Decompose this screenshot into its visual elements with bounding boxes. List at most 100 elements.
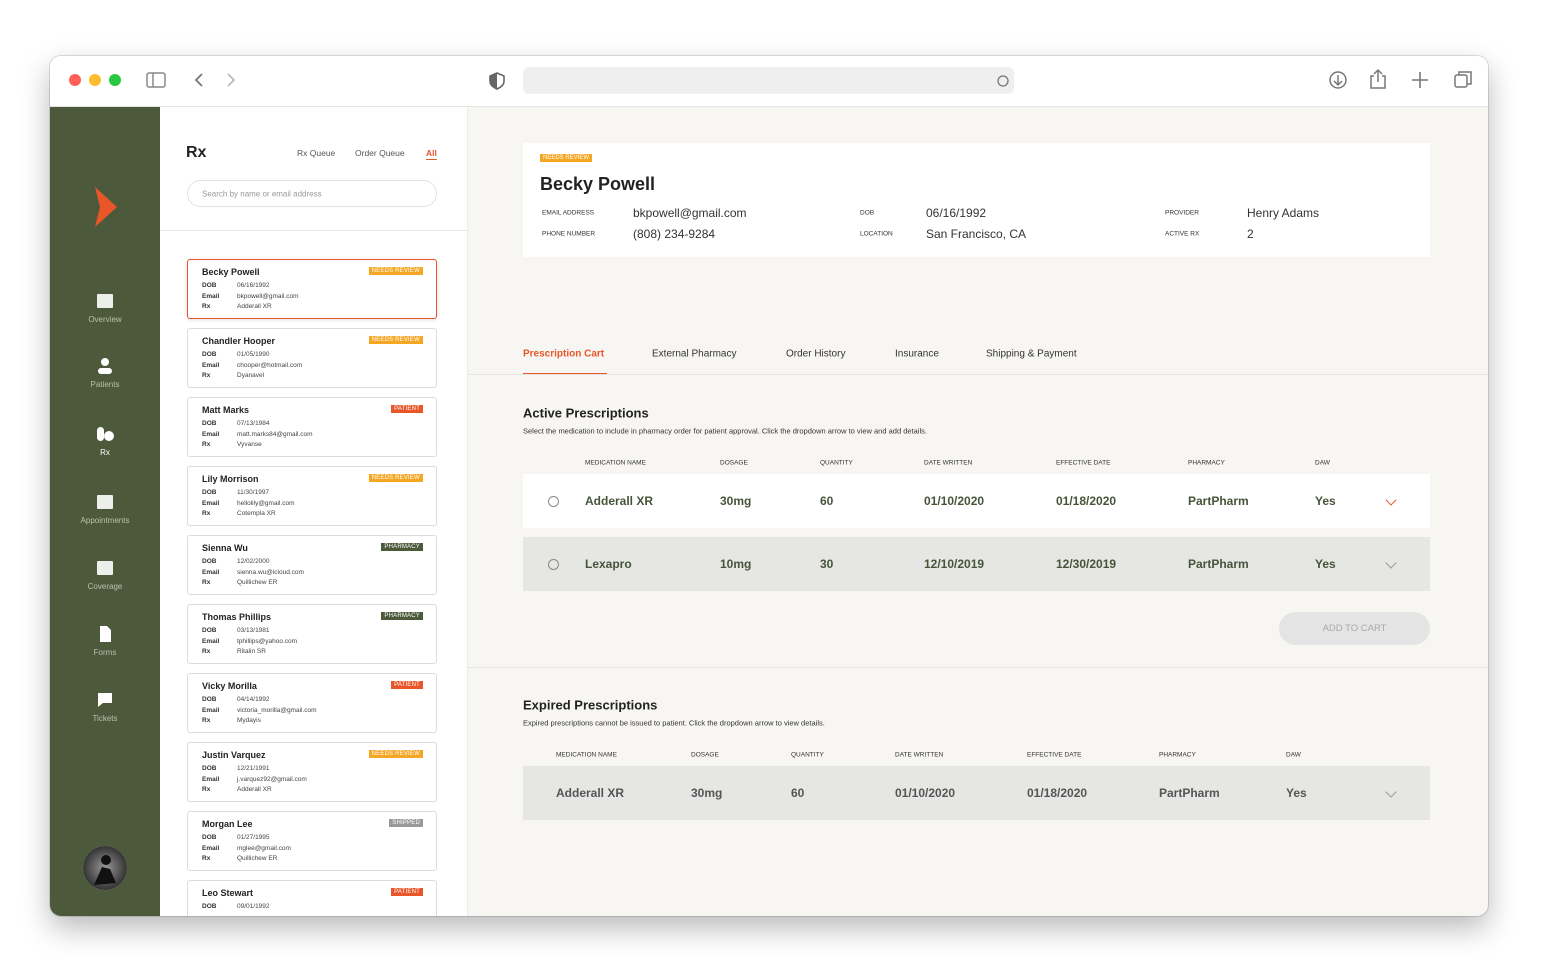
column-header: DAW <box>1286 751 1301 759</box>
nav-item[interactable]: Coverage <box>50 554 160 598</box>
status-badge: PATIENT <box>391 405 423 413</box>
field-label: Email <box>202 775 220 783</box>
field-label: LOCATION <box>860 230 893 238</box>
field-label: Email <box>202 499 220 507</box>
nav-label: Overview <box>88 315 122 324</box>
column-header: QUANTITY <box>820 459 853 467</box>
prescription-row[interactable]: Lexapro 10mg 30 12/10/2019 12/30/2019 PartPha… <box>523 537 1430 591</box>
field-label: Rx <box>202 786 211 793</box>
tab[interactable]: Insurance <box>895 348 939 360</box>
patient-name: Leo Stewart <box>202 888 254 898</box>
status-badge: PHARMACY <box>381 543 423 551</box>
nav-item[interactable]: Forms <box>50 620 160 664</box>
column-header: PHARMACY <box>1188 459 1225 467</box>
field-label: Rx <box>202 855 211 862</box>
field-label: DOB <box>202 903 217 910</box>
nav-label: Forms <box>93 648 117 657</box>
nav-item[interactable]: Rx <box>50 420 160 464</box>
field-label: Rx <box>202 303 211 310</box>
patient-card[interactable]: Matt Marks PATIENT DOB 07/13/1984 Email matt.… <box>187 397 437 457</box>
nav-item[interactable]: Overview <box>50 287 160 331</box>
field-value: Quillichew ER <box>237 855 278 862</box>
patient-card[interactable]: Becky Powell NEEDS REVIEW DOB 06/16/1992 Ema… <box>187 259 437 319</box>
field-label: PROVIDER <box>1165 209 1199 217</box>
field-value: mglee@gmail.com <box>237 844 291 852</box>
field-value: 11/30/1997 <box>237 489 270 496</box>
patient-card[interactable]: Lily Morrison NEEDS REVIEW DOB 11/30/1997 Em… <box>187 466 437 526</box>
field-value: bkpowell@gmail.com <box>237 292 299 300</box>
tab[interactable]: Order History <box>786 348 846 360</box>
nav-item[interactable]: Patients <box>50 352 160 396</box>
avatar[interactable] <box>82 845 128 891</box>
field-value: Dyanavel <box>237 372 265 379</box>
patient-card[interactable]: Thomas Phillips PHARMACY DOB 03/13/1981 Emai… <box>187 604 437 664</box>
tab[interactable]: Shipping & Payment <box>986 348 1077 360</box>
patient-card[interactable]: Chandler Hooper NEEDS REVIEW DOB 01/05/1990… <box>187 328 437 388</box>
main-panel: NEEDS REVIEW Becky Powell EMAIL ADDRESS bkp… <box>468 107 1488 916</box>
field-label: Rx <box>202 579 211 586</box>
field-label: Email <box>202 568 220 576</box>
radio[interactable] <box>548 496 559 507</box>
dropdown-arrow[interactable] <box>1385 494 1397 506</box>
patient-name: Becky Powell <box>540 174 656 194</box>
column-header: PHARMACY <box>1159 751 1196 759</box>
section-description: Select the medication to include in phar… <box>523 426 927 436</box>
tab[interactable]: Prescription Cart <box>523 348 605 360</box>
field-value: hellolily@gmail.com <box>237 499 295 507</box>
prescription-row[interactable]: Adderall XR 30mg 60 01/10/2020 01/18/2020 Par… <box>523 766 1430 820</box>
patient-card[interactable]: Leo Stewart PATIENT DOB 09/01/1992 <box>187 880 437 916</box>
field-label: DOB <box>202 765 217 772</box>
column-header: MEDICATION NAME <box>585 459 646 467</box>
nav-label: Rx <box>100 448 110 457</box>
nav-label: Coverage <box>87 582 123 591</box>
list-tab[interactable]: Order Queue <box>355 148 405 158</box>
add-to-cart-button[interactable]: ADD TO CART <box>1279 612 1430 645</box>
radio[interactable] <box>548 559 559 570</box>
status-badge: NEEDS REVIEW <box>368 267 423 275</box>
nav-icon <box>97 495 113 509</box>
status-badge: SHIPPED <box>389 819 423 827</box>
field-value: 07/13/1984 <box>237 420 270 427</box>
patient-name: Vicky Morilla <box>202 681 257 691</box>
patient-card[interactable]: Vicky Morilla PATIENT DOB 04/14/1992 Email vi… <box>187 673 437 733</box>
status-badge: NEEDS REVIEW <box>368 336 423 344</box>
field-value: 06/16/1992 <box>926 206 987 220</box>
patient-card[interactable]: Justin Varquez NEEDS REVIEW DOB 12/21/1991 E… <box>187 742 437 802</box>
field-label: Email <box>202 844 220 852</box>
nav-item[interactable]: Appointments <box>50 488 160 532</box>
patient-header: NEEDS REVIEW Becky Powell EMAIL ADDRESS bkp… <box>523 143 1430 257</box>
list-tab[interactable]: Rx Queue <box>297 148 336 158</box>
cell: PartPharm <box>1188 494 1249 508</box>
cell: Lexapro <box>585 557 632 571</box>
list-title: Rx <box>186 144 207 161</box>
dropdown-arrow[interactable] <box>1385 786 1397 798</box>
field-value: San Francisco, CA <box>926 227 1027 241</box>
field-label: Email <box>202 706 220 714</box>
field-label: Email <box>202 637 220 645</box>
prescription-row[interactable]: Adderall XR 30mg 60 01/10/2020 01/18/2020 Par… <box>523 474 1430 528</box>
sidebar: Overview Patients Rx Appointments Coverage Fo… <box>50 107 160 916</box>
status-badge: NEEDS REVIEW <box>368 474 423 482</box>
patient-list-panel: Rx Search by name or email address Rx Qu… <box>160 107 468 916</box>
field-label: DOB <box>202 627 217 634</box>
field-value: 01/27/1995 <box>237 834 270 841</box>
field-value: chooper@hotmail.com <box>237 361 303 369</box>
cell: 30mg <box>691 786 723 800</box>
patient-name: Morgan Lee <box>202 819 253 829</box>
section-description: Expired prescriptions cannot be issued t… <box>523 718 825 728</box>
tab[interactable]: External Pharmacy <box>652 348 737 360</box>
nav-item[interactable]: Tickets <box>50 686 160 730</box>
field-value: Ritalin SR <box>237 648 266 655</box>
list-tab[interactable]: All <box>426 148 437 158</box>
column-header: DOSAGE <box>691 751 719 759</box>
field-value: victoria_morilla@gmail.com <box>237 706 317 714</box>
patient-card[interactable]: Morgan Lee SHIPPED DOB 01/27/1995 Email mglee… <box>187 811 437 871</box>
field-label: DOB <box>202 282 217 289</box>
dropdown-arrow[interactable] <box>1385 557 1397 569</box>
column-header: EFFECTIVE DATE <box>1056 459 1111 467</box>
patient-card[interactable]: Sienna Wu PHARMACY DOB 12/02/2000 Email sienn… <box>187 535 437 595</box>
field-value: matt.marks84@gmail.com <box>237 430 313 438</box>
divider <box>160 230 467 231</box>
search-box[interactable]: Search by name or email address <box>187 180 437 207</box>
